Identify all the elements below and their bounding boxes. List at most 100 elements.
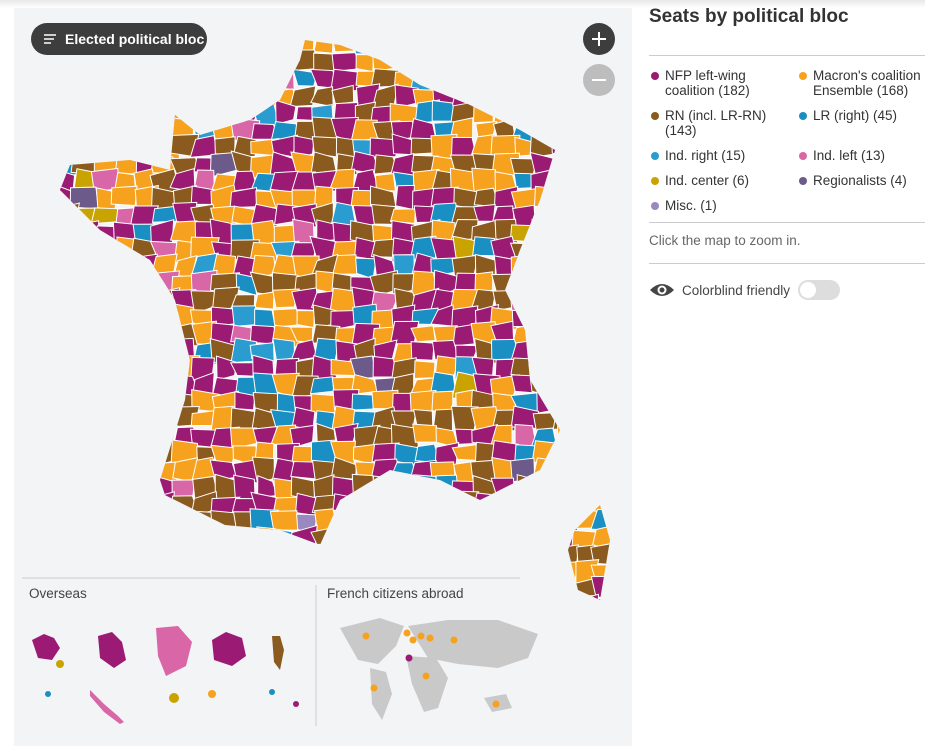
constituency[interactable] [432, 529, 461, 551]
constituency[interactable] [269, 66, 295, 91]
constituency[interactable] [551, 596, 576, 619]
constituency[interactable] [51, 269, 80, 291]
constituency[interactable] [210, 102, 238, 125]
constituency[interactable] [369, 185, 397, 211]
constituency[interactable] [95, 355, 121, 381]
constituency[interactable] [92, 461, 121, 479]
constituency[interactable] [109, 288, 140, 313]
constituency[interactable] [230, 582, 255, 599]
constituency[interactable] [415, 559, 441, 587]
constituency[interactable] [370, 560, 396, 583]
constituency[interactable] [150, 304, 181, 332]
constituency[interactable] [111, 327, 140, 347]
map-area[interactable]: Elected political bloc Overseas French c… [14, 8, 632, 746]
constituency[interactable] [230, 82, 255, 109]
constituency[interactable] [392, 561, 420, 585]
constituency[interactable] [496, 48, 515, 71]
constituency[interactable] [430, 70, 456, 90]
territory[interactable] [169, 693, 179, 703]
constituency[interactable] [112, 306, 138, 330]
constituency[interactable] [113, 253, 136, 276]
constituency[interactable] [292, 578, 321, 601]
constituency[interactable] [609, 563, 632, 586]
constituency[interactable] [51, 408, 80, 431]
constituency[interactable] [71, 356, 100, 383]
constituency[interactable] [290, 49, 316, 72]
constituency[interactable] [110, 389, 141, 414]
constituency[interactable] [617, 170, 632, 192]
overseas-maps[interactable] [32, 626, 299, 724]
constituency[interactable] [131, 459, 161, 483]
constituency[interactable] [150, 372, 180, 393]
constituency[interactable] [392, 510, 421, 534]
constituency[interactable] [131, 441, 159, 461]
constituency[interactable] [73, 394, 96, 417]
constituency[interactable] [215, 355, 238, 381]
constituency[interactable] [150, 407, 178, 427]
constituency[interactable] [350, 150, 381, 175]
constituency[interactable] [572, 321, 599, 348]
constituency[interactable] [332, 493, 359, 514]
constituency[interactable] [171, 542, 197, 564]
constituency[interactable] [529, 548, 557, 570]
constituency[interactable] [114, 490, 141, 516]
constituency[interactable] [512, 33, 539, 57]
constituency[interactable] [529, 254, 558, 277]
constituency[interactable] [592, 104, 616, 124]
constituency[interactable] [131, 51, 156, 71]
constituency[interactable] [110, 116, 137, 143]
constituency[interactable] [52, 82, 78, 109]
constituency[interactable] [132, 138, 155, 161]
constituency[interactable] [130, 304, 159, 327]
constituency[interactable] [90, 66, 119, 91]
constituency[interactable] [513, 100, 538, 124]
constituency[interactable] [491, 496, 517, 519]
constituency[interactable] [576, 340, 598, 364]
territory[interactable] [212, 632, 246, 666]
constituency[interactable] [512, 545, 538, 567]
constituency[interactable] [70, 86, 101, 111]
constituency[interactable] [552, 561, 581, 586]
constituency[interactable] [254, 291, 275, 310]
constituency[interactable] [551, 490, 581, 519]
constituency[interactable] [393, 491, 420, 519]
constituency[interactable] [150, 593, 181, 619]
constituency[interactable] [69, 325, 96, 347]
constituency[interactable] [190, 592, 216, 618]
constituency[interactable] [556, 425, 576, 449]
constituency[interactable] [431, 491, 461, 513]
territory[interactable] [156, 626, 192, 676]
constituency[interactable] [591, 204, 618, 225]
abroad-seat[interactable] [370, 684, 378, 692]
constituency[interactable] [614, 325, 632, 348]
constituency[interactable] [51, 427, 78, 449]
constituency[interactable] [609, 86, 632, 109]
constituency[interactable] [590, 446, 618, 468]
constituency[interactable] [553, 254, 576, 278]
constituency[interactable] [310, 86, 334, 108]
constituency[interactable] [556, 308, 581, 332]
constituency[interactable] [433, 545, 459, 568]
constituency[interactable] [333, 529, 361, 551]
constituencies[interactable] [50, 32, 632, 620]
constituency[interactable] [151, 562, 179, 584]
territory[interactable] [98, 632, 126, 668]
abroad-seat[interactable] [362, 632, 370, 640]
constituency[interactable] [451, 509, 476, 536]
constituency[interactable] [234, 50, 258, 72]
constituency[interactable] [189, 541, 216, 566]
constituency[interactable] [534, 339, 560, 360]
constituency[interactable] [292, 542, 320, 569]
constituency[interactable] [594, 407, 615, 432]
constituency[interactable] [550, 82, 580, 105]
constituency[interactable] [533, 528, 556, 552]
constituency[interactable] [229, 595, 259, 618]
constituency[interactable] [70, 461, 100, 484]
constituency[interactable] [553, 102, 576, 125]
constituency[interactable] [91, 411, 120, 430]
constituency[interactable] [334, 543, 360, 567]
constituency[interactable] [452, 558, 478, 584]
constituency[interactable] [110, 423, 137, 449]
constituency[interactable] [553, 270, 580, 297]
filter-button[interactable] [31, 23, 207, 55]
